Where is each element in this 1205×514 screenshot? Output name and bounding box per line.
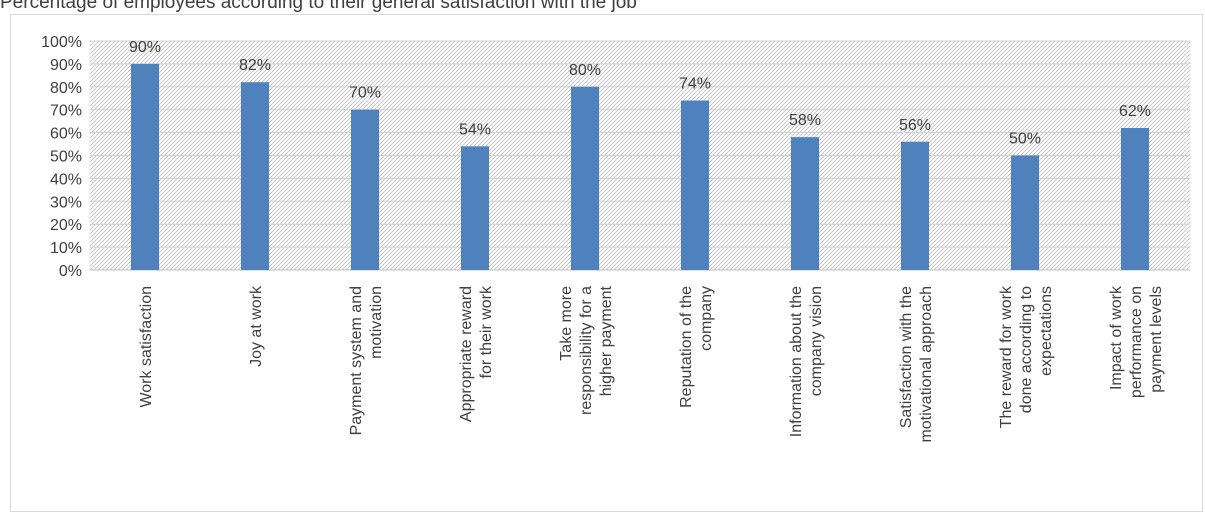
bar bbox=[571, 86, 599, 270]
x-category-label-line: The reward for work bbox=[998, 285, 1015, 428]
bar bbox=[791, 137, 819, 270]
x-category-label-line: Impact of work bbox=[1108, 285, 1125, 390]
x-category-label: The reward for work done according to expe… bbox=[998, 285, 1055, 428]
x-category-label-line: done according to bbox=[1018, 286, 1035, 413]
y-tick-label: 20% bbox=[50, 217, 82, 234]
bar-value-label: 70% bbox=[349, 85, 381, 102]
x-category-label: Payment system and motivation bbox=[348, 286, 385, 435]
x-category-label-line: payment levels bbox=[1148, 286, 1165, 393]
x-category-label-line: performance on bbox=[1128, 286, 1145, 398]
bar bbox=[241, 82, 269, 270]
y-tick-label: 10% bbox=[50, 240, 82, 257]
x-category-label: Take more responsibility for a higher paym… bbox=[558, 285, 615, 415]
x-category-label-line: motivation bbox=[368, 286, 385, 359]
x-category-label: Information about the company vision bbox=[788, 286, 825, 437]
y-tick-label: 30% bbox=[50, 194, 82, 211]
bar-value-label: 82% bbox=[239, 57, 271, 74]
y-tick-label: 40% bbox=[50, 171, 82, 188]
bar-value-label: 50% bbox=[1009, 131, 1041, 148]
bar bbox=[351, 109, 379, 270]
x-category-label-line: higher payment bbox=[598, 285, 615, 396]
bar bbox=[131, 63, 159, 271]
bar-value-label: 62% bbox=[1119, 103, 1151, 120]
x-category-label-line: for their work bbox=[478, 285, 495, 378]
y-tick-label: 60% bbox=[50, 126, 82, 143]
x-category-label: Reputation of the company bbox=[678, 286, 715, 408]
chart-title: Percentage of employees according to the… bbox=[0, 0, 637, 13]
x-category-label-line: Appropriate reward bbox=[458, 286, 475, 422]
x-category-label: Joy at work bbox=[248, 285, 265, 367]
y-tick-label: 80% bbox=[50, 80, 82, 97]
bar bbox=[1011, 155, 1039, 270]
y-tick-label: 100% bbox=[41, 34, 82, 51]
y-tick-label: 90% bbox=[50, 57, 82, 74]
x-category-label: Appropriate reward for their work bbox=[458, 285, 495, 422]
bar-value-label: 54% bbox=[459, 121, 491, 138]
x-category-label-line: company bbox=[698, 286, 715, 351]
x-category-label-line: Reputation of the bbox=[678, 286, 695, 408]
bar-value-label: 80% bbox=[569, 62, 601, 79]
x-category-label-line: Work satisfaction bbox=[138, 286, 155, 408]
x-category-label-line: Payment system and bbox=[348, 286, 365, 435]
y-tick-label: 70% bbox=[50, 103, 82, 120]
bar bbox=[461, 146, 489, 270]
x-category-label-line: Take more bbox=[558, 286, 575, 361]
x-category-label: Work satisfaction bbox=[138, 286, 155, 408]
bar bbox=[681, 100, 709, 270]
x-category-label-line: Joy at work bbox=[248, 285, 265, 367]
x-category-label-line: company vision bbox=[808, 286, 825, 396]
bar-value-label: 74% bbox=[679, 76, 711, 93]
bar-value-label: 56% bbox=[899, 117, 931, 134]
x-category-label-line: Information about the bbox=[788, 286, 805, 437]
x-category-label-line: expectations bbox=[1038, 286, 1055, 376]
y-tick-label: 50% bbox=[50, 149, 82, 166]
x-category-label-line: responsibility for a bbox=[578, 286, 595, 415]
x-category-label: Impact of work performance on payment leve… bbox=[1108, 285, 1165, 398]
bar bbox=[901, 141, 929, 270]
y-tick-label: 0% bbox=[59, 263, 82, 280]
bar-value-label: 58% bbox=[789, 112, 821, 129]
x-category-label-line: Satisfaction with the bbox=[898, 286, 915, 428]
x-category-label: Satisfaction with the motivational approa… bbox=[898, 286, 935, 443]
bar bbox=[1121, 128, 1149, 270]
x-category-label-line: motivational approach bbox=[918, 286, 935, 443]
bar-value-label: 90% bbox=[129, 39, 161, 56]
